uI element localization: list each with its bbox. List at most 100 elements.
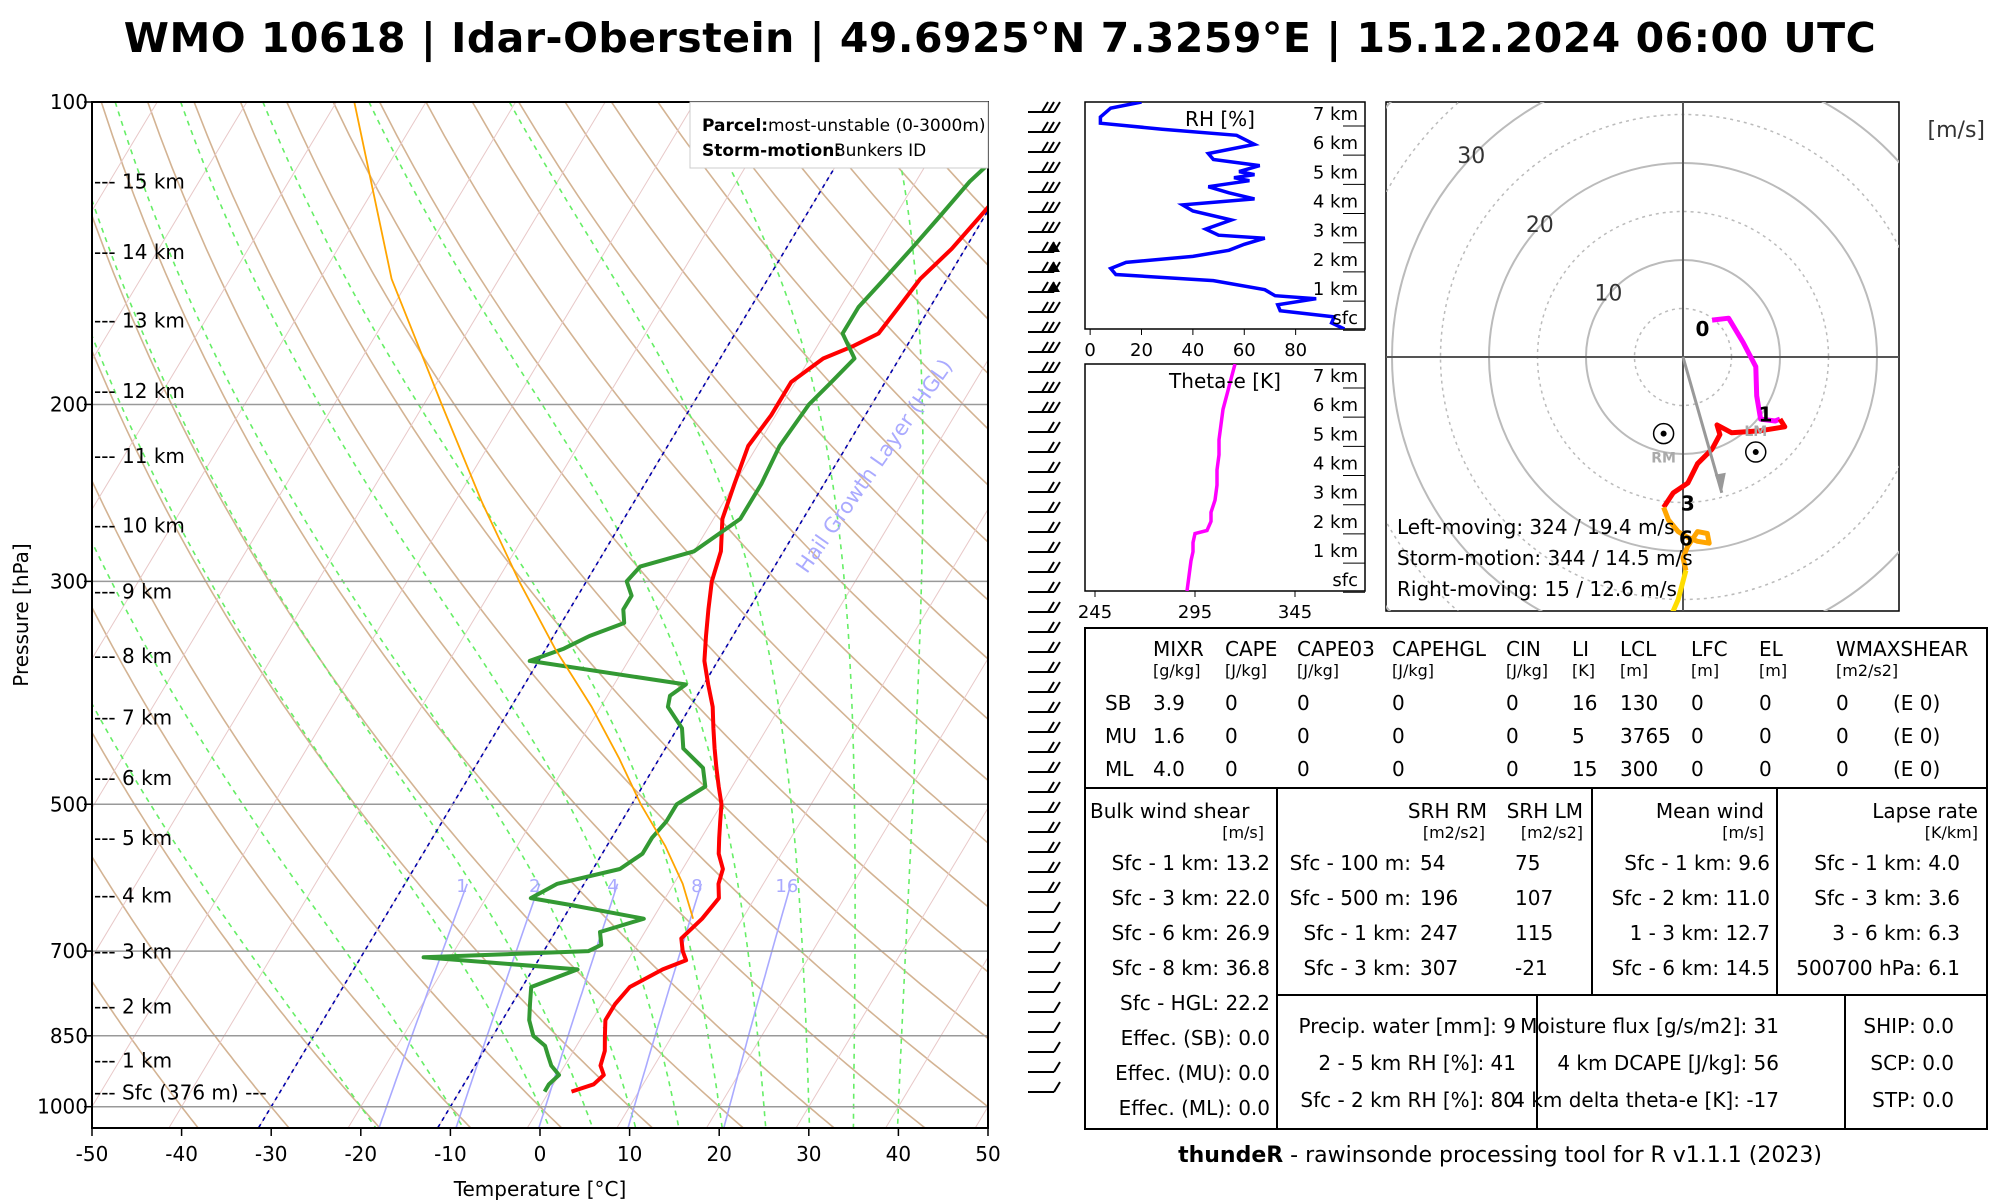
legend-storm-value: Bunkers ID (834, 141, 926, 161)
param-cell: 0 (1506, 757, 1519, 781)
mean-row: 1 - 3 km: 12.7 (1630, 921, 1770, 945)
height-label: --- 15 km (94, 170, 185, 194)
moisture-row: Sfc - 2 km RH [%]: 80 (1300, 1088, 1516, 1112)
dry-adiabat (564, 102, 988, 602)
hodo-ring-label: 30 (1457, 144, 1485, 169)
lapse-row: 3 - 6 km: 6.3 (1832, 921, 1960, 945)
param-cell: 5 (1572, 724, 1585, 748)
barb-flag (1053, 601, 1061, 613)
x-tick-label: -30 (255, 1142, 288, 1166)
param-cell: 0 (1297, 757, 1310, 781)
dry-adiabat (332, 102, 988, 908)
hodo-trace (1711, 315, 1781, 424)
barb-flag (1053, 161, 1061, 173)
srh-label: Sfc - 100 m: (1290, 851, 1411, 875)
barb-flag (1047, 541, 1055, 553)
barb-flag (1047, 321, 1055, 333)
barb-flag (1053, 581, 1061, 593)
param-cell: 0 (1691, 724, 1704, 748)
x-tick-label: -40 (165, 1142, 198, 1166)
barb-flag (1047, 161, 1055, 173)
param-unit: [J/kg] (1392, 661, 1434, 680)
param-cell: 0 (1392, 724, 1405, 748)
moisture-row: Precip. water [mm]: 9 (1299, 1014, 1517, 1038)
bulk-row: Sfc - HGL: 22.2 (1120, 991, 1270, 1015)
barb-flag (1053, 821, 1061, 833)
wind-barb (1028, 341, 1061, 353)
barb-flag (1047, 821, 1055, 833)
barb-flag (1053, 801, 1061, 813)
hodo-ring-label: 20 (1526, 213, 1554, 238)
hodo-height-marker: 3 (1681, 492, 1695, 516)
moisture-row: 2 - 5 km RH [%]: 41 (1318, 1051, 1516, 1075)
skewt-frame: -50 -40 -30 -20 -10 0 10 20 30 40 50 Temperature [°… (9, 90, 1001, 1200)
barb-flag (1047, 481, 1055, 493)
height-label: 3 km (1313, 221, 1358, 242)
param-cell: 3765 (1620, 724, 1671, 748)
x-tick-label: 20 (706, 1142, 731, 1166)
y-tick-label: 1000 (37, 1095, 88, 1119)
wind-barb (1028, 361, 1061, 373)
barb-flag (1047, 841, 1055, 853)
barb-flag (1047, 421, 1055, 433)
height-label: --- 8 km (94, 644, 172, 668)
param-cell: 0 (1836, 724, 1849, 748)
param-header: CIN (1506, 637, 1541, 661)
y-tick-label: 850 (50, 1024, 88, 1048)
param-cell: 4.0 (1153, 757, 1185, 781)
height-label: 5 km (1313, 162, 1358, 183)
barb-flag (1041, 341, 1049, 353)
isotherm (795, 807, 988, 1128)
barb-pennant (1048, 262, 1060, 272)
lapse-row: Sfc - 3 km: 3.6 (1814, 886, 1960, 910)
wind-barb (1028, 441, 1061, 453)
legend-parcel-value: most-unstable (0-3000m) (768, 116, 986, 136)
barb-flag (1041, 301, 1049, 313)
height-label: --- 11 km (94, 444, 185, 468)
bulk-row: Effec. (ML): 0.0 (1119, 1096, 1270, 1120)
barb-flag (1053, 361, 1061, 373)
param-unit: [m] (1759, 661, 1787, 680)
height-label: 5 km (1313, 424, 1358, 445)
x-tick-label: 0 (534, 1142, 547, 1166)
moist-adiabat (92, 540, 465, 1128)
height-label: --- 14 km (94, 240, 185, 264)
moist-adiabat (92, 702, 377, 1128)
dry-adiabat (425, 102, 988, 782)
mixing-ratio-label: 2 (529, 876, 540, 897)
param-cell: 0 (1759, 724, 1772, 748)
param-cell: 3.9 (1153, 691, 1185, 715)
barb-flag (1047, 741, 1055, 753)
lapse-row: 500700 hPa: 6.1 (1796, 956, 1960, 980)
barb-flag (1047, 101, 1055, 113)
profile-dewpoint (421, 161, 988, 1093)
height-label: 4 km (1313, 192, 1358, 213)
dry-adiabat (100, 102, 836, 1128)
barb-flag (1047, 181, 1055, 193)
barb-flag (1041, 361, 1049, 373)
height-label: 7 km (1313, 104, 1358, 125)
height-label: 3 km (1313, 483, 1358, 504)
barb-flag (1053, 941, 1061, 953)
legend-box (689, 101, 989, 169)
isotherm (616, 508, 988, 1128)
mean-title: Mean wind (1656, 799, 1764, 823)
hodo-unit: [m/s] (1928, 118, 1985, 143)
srh-rm: 247 (1420, 921, 1458, 945)
wind-barb (1028, 201, 1061, 213)
param-header: LFC (1691, 637, 1728, 661)
wind-barb (1028, 661, 1061, 673)
wind-barb (1028, 381, 1061, 393)
height-label: --- 2 km (94, 995, 172, 1019)
barb-flag (1053, 1001, 1061, 1013)
height-label: 1 km (1313, 541, 1358, 562)
wind-barb (1028, 181, 1061, 193)
barb-flag (1041, 201, 1049, 213)
wind-barb (1028, 141, 1061, 153)
y-tick-label: 500 (50, 792, 88, 816)
profile-theta-e (1185, 364, 1237, 591)
barb-flag (1053, 621, 1061, 633)
barb-flag (1041, 101, 1049, 113)
srh-lm: 115 (1515, 921, 1553, 945)
dry-adiabat (92, 730, 382, 1128)
